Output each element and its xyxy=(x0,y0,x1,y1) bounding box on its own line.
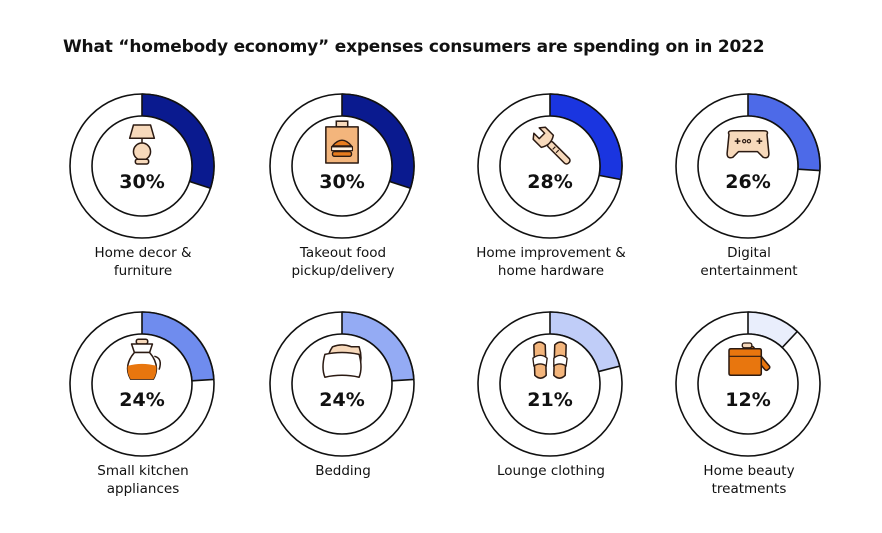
category-label: Bedding xyxy=(258,462,428,480)
value-label: 30% xyxy=(319,171,364,193)
category-label: Takeout food pickup/delivery xyxy=(258,244,428,280)
donut-hole xyxy=(91,333,193,435)
chart-item: 30% Home decor & furniture xyxy=(58,92,228,287)
category-label: Small kitchen appliances xyxy=(58,462,228,498)
category-label-line: appliances xyxy=(106,481,180,497)
value-label: 30% xyxy=(119,171,164,193)
chart-item: 24% Small kitchen appliances xyxy=(58,310,228,505)
chart-item: 12% Home beauty treatments xyxy=(664,310,834,505)
donut-chart: 24% xyxy=(69,311,215,457)
category-label-line: entertainment xyxy=(700,263,798,279)
category-label-line: furniture xyxy=(113,263,173,279)
category-label-line: Bedding xyxy=(315,463,371,479)
chart-title: What “homebody economy” expenses consume… xyxy=(63,37,765,57)
category-label-line: home hardware xyxy=(497,263,605,279)
donut-chart: 30% xyxy=(269,93,415,239)
donut-chart: 24% xyxy=(269,311,415,457)
value-label: 21% xyxy=(527,389,572,411)
chart-item: 21% Lounge clothing xyxy=(466,310,636,505)
value-label: 24% xyxy=(119,389,164,411)
value-label: 24% xyxy=(319,389,364,411)
donut-hole xyxy=(697,333,799,435)
category-label-line: Home decor & xyxy=(94,245,192,261)
wrench-icon xyxy=(532,126,571,165)
coffee-pot-icon xyxy=(126,338,161,380)
donut-chart: 12% xyxy=(675,311,821,457)
category-label: Lounge clothing xyxy=(466,462,636,480)
chart-item: 26% Digital entertainment xyxy=(664,92,834,287)
beauty-kit-icon xyxy=(728,342,771,377)
donut-hole xyxy=(499,333,601,435)
category-label: Home improvement & home hardware xyxy=(466,244,636,280)
slippers-icon xyxy=(532,341,568,379)
category-label: Home decor & furniture xyxy=(58,244,228,280)
value-label: 26% xyxy=(725,171,770,193)
donut-chart: 30% xyxy=(69,93,215,239)
category-label-line: Home improvement & xyxy=(476,245,626,261)
category-label-line: Digital xyxy=(727,245,771,261)
value-label: 28% xyxy=(527,171,572,193)
donut-hole xyxy=(291,115,393,217)
lamp-icon xyxy=(128,124,156,165)
takeout-bag-icon xyxy=(325,120,359,164)
category-label-line: Lounge clothing xyxy=(497,463,605,479)
category-label-line: pickup/delivery xyxy=(291,263,395,279)
pillow-icon xyxy=(322,344,362,378)
donut-chart: 28% xyxy=(477,93,623,239)
donut-chart: 26% xyxy=(675,93,821,239)
donut-chart: 21% xyxy=(477,311,623,457)
category-label-line: treatments xyxy=(711,481,787,497)
donut-hole xyxy=(499,115,601,217)
chart-item: 30% Takeout food pickup/delivery xyxy=(258,92,428,287)
donut-hole xyxy=(697,115,799,217)
donut-hole xyxy=(291,333,393,435)
category-label-line: Small kitchen xyxy=(97,463,189,479)
category-label: Digital entertainment xyxy=(664,244,834,280)
gamepad-icon xyxy=(726,129,770,159)
value-label: 12% xyxy=(725,389,770,411)
chart-item: 28% Home improvement & home hardware xyxy=(466,92,636,287)
chart-item: 24% Bedding xyxy=(258,310,428,505)
category-label-line: Home beauty xyxy=(703,463,795,479)
category-label-line: Takeout food xyxy=(299,245,387,261)
donut-hole xyxy=(91,115,193,217)
category-label: Home beauty treatments xyxy=(664,462,834,498)
